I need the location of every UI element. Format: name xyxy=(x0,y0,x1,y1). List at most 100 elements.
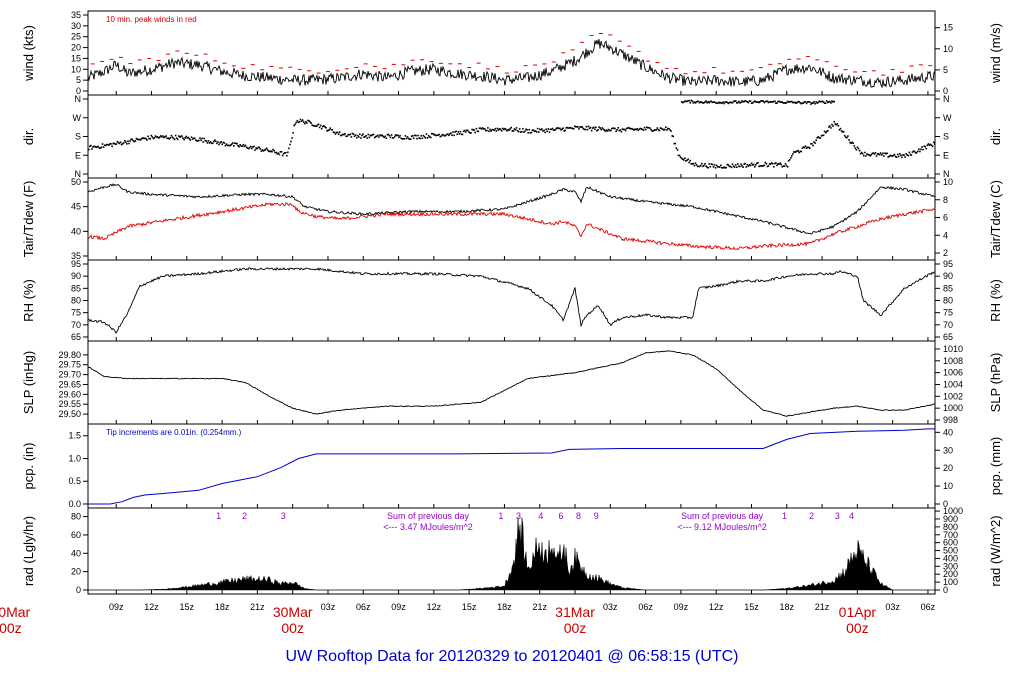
series-dir-direction-north-point xyxy=(768,101,771,103)
series-dir-direction-point xyxy=(214,139,216,141)
series-dir-direction-point xyxy=(594,128,596,131)
series-dir-direction-point xyxy=(132,139,135,142)
left-tick-label-wind: 20 xyxy=(71,43,81,53)
series-dir-direction-north-point xyxy=(722,101,724,104)
series-dir-direction-point xyxy=(467,129,469,132)
series-dir-direction-point xyxy=(557,127,559,129)
series-dir-direction-point xyxy=(470,132,472,134)
series-dir-direction-point xyxy=(422,134,425,137)
series-dir-direction-point xyxy=(240,145,243,147)
series-dir-direction-point xyxy=(575,126,577,128)
series-dir-direction-point xyxy=(349,133,352,136)
left-tick-label-slp: 29.75 xyxy=(58,360,81,370)
left-tick-label-slp: 29.70 xyxy=(58,370,81,380)
series-dir-direction-point xyxy=(551,127,554,130)
series-dir-direction-point xyxy=(237,145,239,147)
series-dir-direction-point xyxy=(403,138,406,140)
series-dir-direction-point xyxy=(563,130,565,132)
ylabel-left-temp: Tair/Tdew (F) xyxy=(21,181,36,258)
ylabel-left-rh: RH (%) xyxy=(21,279,36,322)
series-dir-direction-point xyxy=(471,128,473,131)
series-dir-direction-point xyxy=(452,131,454,133)
series-dir-direction-point xyxy=(553,129,556,131)
series-dir-direction-point xyxy=(876,153,879,155)
series-dir-direction-point xyxy=(673,142,676,145)
series-dir-direction-point xyxy=(424,137,427,139)
series-dir-direction-point xyxy=(186,137,189,139)
series-dir-direction-point xyxy=(651,130,653,132)
series-dir-direction-point xyxy=(355,136,358,139)
series-dir-direction-point xyxy=(536,127,539,130)
series-dir-direction-point xyxy=(800,150,803,153)
series-dir-direction-point xyxy=(527,132,529,134)
left-tick-label-rh: 75 xyxy=(71,308,81,318)
series-dir-direction-point xyxy=(446,133,449,135)
series-dir-direction-point xyxy=(506,130,508,132)
series-dir-direction-point xyxy=(142,137,144,139)
series-dir-direction-point xyxy=(235,142,237,145)
series-dir-direction-point xyxy=(150,134,153,137)
series-dir-direction-point xyxy=(183,138,185,141)
panel-frame-temp xyxy=(87,177,936,261)
series-dir-direction-north-point xyxy=(742,101,744,103)
series-dir-direction-point xyxy=(334,133,337,135)
series-dir-direction-north-point xyxy=(829,100,831,103)
series-dir-direction-north-point xyxy=(726,101,728,104)
series-dir-direction-point xyxy=(316,124,319,127)
x-tick-label: 09z xyxy=(109,602,124,612)
series-dir-direction-point xyxy=(522,127,524,130)
series-dir-direction-point xyxy=(338,131,341,133)
left-tick-label-slp: 29.65 xyxy=(58,379,81,389)
series-dir-direction-north-point xyxy=(821,100,824,103)
series-dir-direction-north-point xyxy=(696,100,699,103)
series-dir-direction-point xyxy=(776,164,778,167)
hour-mark: 3 xyxy=(516,511,521,521)
series-pcp-precip xyxy=(88,428,935,505)
series-dir-direction-point xyxy=(617,127,619,129)
series-dir-direction-point xyxy=(94,145,96,148)
series-dir-direction-point xyxy=(329,127,331,129)
series-dir-direction-point xyxy=(720,164,722,167)
series-dir-direction-point xyxy=(548,131,551,133)
series-dir-direction-north-point xyxy=(812,102,814,104)
series-dir-direction-point xyxy=(903,154,905,156)
series-dir-direction-point xyxy=(343,133,345,136)
series-dir-direction-point xyxy=(232,142,234,144)
series-dir-direction-point xyxy=(623,128,626,131)
series-dir-direction-point xyxy=(203,137,205,140)
series-dir-direction-point xyxy=(670,130,672,132)
series-dir-direction-point xyxy=(172,137,175,140)
series-dir-direction-point xyxy=(687,158,689,161)
date-label: 00z xyxy=(0,620,22,636)
right-tick-label-rad: 0 xyxy=(943,585,948,595)
series-dir-direction-point xyxy=(137,138,140,141)
left-tick-label-rad: 40 xyxy=(71,548,81,558)
series-dir-direction-point xyxy=(518,128,521,130)
series-dir-direction-point xyxy=(514,129,517,131)
ylabel-right-dir: dir. xyxy=(988,128,1003,145)
series-dir-direction-point xyxy=(210,142,213,145)
series-dir-direction-point xyxy=(399,134,401,137)
series-dir-direction-point xyxy=(900,154,902,157)
series-dir-direction-point xyxy=(360,137,362,139)
left-tick-label-temp: 40 xyxy=(71,226,81,236)
series-dir-direction-point xyxy=(168,138,171,140)
series-dir-direction-point xyxy=(126,143,128,145)
series-dir-direction-north-point xyxy=(683,101,685,103)
series-dir-direction-point xyxy=(330,128,333,131)
series-dir-direction-north-point xyxy=(706,101,708,104)
series-dir-direction-point xyxy=(113,142,115,145)
series-dir-direction-point xyxy=(782,165,785,167)
series-dir-direction-point xyxy=(704,163,706,165)
series-dir-direction-north-point xyxy=(695,101,698,103)
series-dir-direction-north-point xyxy=(744,100,746,102)
series-dir-direction-point xyxy=(161,136,163,138)
series-dir-direction-point xyxy=(406,136,409,138)
series-dir-direction-point xyxy=(387,133,390,136)
series-dir-direction-point xyxy=(659,127,662,129)
x-tick-label: 21z xyxy=(532,602,547,612)
series-dir-direction-point xyxy=(208,142,211,144)
series-dir-direction-point xyxy=(692,162,695,165)
series-dir-direction-point xyxy=(408,138,411,140)
series-dir-direction-point xyxy=(503,128,505,131)
